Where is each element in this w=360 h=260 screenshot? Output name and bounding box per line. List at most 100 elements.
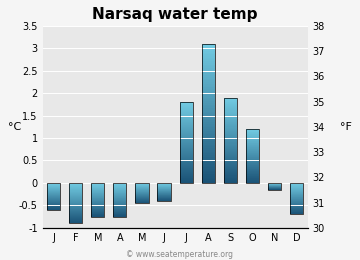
Bar <box>224 169 237 170</box>
Bar <box>47 202 60 203</box>
Bar <box>202 143 215 145</box>
Bar <box>224 140 237 141</box>
Bar <box>180 136 193 138</box>
Bar <box>91 185 104 186</box>
Bar <box>69 206 82 207</box>
Bar <box>202 129 215 131</box>
Bar <box>180 153 193 154</box>
Bar <box>224 156 237 157</box>
Bar <box>246 169 259 170</box>
Bar <box>91 189 104 190</box>
Bar <box>113 191 126 192</box>
Bar <box>224 103 237 104</box>
Bar <box>69 222 82 223</box>
Bar <box>202 148 215 150</box>
Bar <box>202 171 215 172</box>
Bar <box>47 203 60 204</box>
Bar <box>246 159 259 160</box>
Bar <box>47 194 60 195</box>
Bar <box>202 73 215 75</box>
Bar <box>202 136 215 138</box>
Bar <box>113 195 126 196</box>
Bar <box>290 199 303 200</box>
Bar <box>180 133 193 134</box>
Bar <box>202 117 215 119</box>
Bar <box>202 138 215 139</box>
Bar <box>224 114 237 115</box>
Bar <box>180 112 193 113</box>
Bar <box>202 79 215 80</box>
Bar <box>180 155 193 156</box>
Bar <box>180 128 193 129</box>
Bar <box>180 165 193 166</box>
Bar <box>202 160 215 162</box>
Bar <box>246 141 259 142</box>
Bar <box>47 208 60 209</box>
Bar <box>91 183 104 184</box>
Bar <box>180 115 193 116</box>
Bar <box>246 148 259 149</box>
Bar <box>246 176 259 177</box>
Bar <box>202 93 215 94</box>
Bar <box>69 183 82 184</box>
Bar <box>290 188 303 189</box>
Bar <box>246 177 259 178</box>
Bar <box>47 205 60 206</box>
Bar <box>224 112 237 113</box>
Bar <box>91 200 104 201</box>
Bar <box>180 147 193 148</box>
Bar <box>202 141 215 143</box>
Bar <box>224 153 237 154</box>
Bar <box>202 94 215 96</box>
Bar <box>113 213 126 214</box>
Bar <box>47 185 60 186</box>
Bar <box>290 192 303 193</box>
Bar <box>69 204 82 205</box>
Bar <box>69 197 82 198</box>
Bar <box>224 121 237 122</box>
Bar <box>202 119 215 120</box>
Bar <box>180 175 193 176</box>
Bar <box>69 208 82 209</box>
Bar <box>47 189 60 190</box>
Bar <box>290 185 303 186</box>
Bar <box>290 207 303 208</box>
Bar <box>202 146 215 148</box>
Bar <box>246 149 259 150</box>
Bar <box>202 82 215 84</box>
Bar <box>290 197 303 198</box>
Bar <box>246 153 259 154</box>
Bar <box>47 183 60 210</box>
Bar <box>47 184 60 185</box>
Bar <box>69 213 82 214</box>
Bar <box>202 77 215 79</box>
Bar <box>180 123 193 124</box>
Bar <box>113 202 126 203</box>
Bar <box>113 216 126 217</box>
Bar <box>202 108 215 110</box>
Bar <box>246 181 259 182</box>
Bar <box>202 53 215 54</box>
Bar <box>113 184 126 185</box>
Bar <box>290 203 303 204</box>
Bar <box>180 161 193 162</box>
Bar <box>246 165 259 166</box>
Bar <box>202 84 215 86</box>
Bar <box>246 151 259 152</box>
Bar <box>246 173 259 174</box>
Bar <box>202 61 215 63</box>
Bar <box>69 193 82 194</box>
Bar <box>91 212 104 213</box>
Bar <box>202 101 215 103</box>
Bar <box>290 184 303 185</box>
Bar <box>180 109 193 110</box>
Bar <box>47 207 60 208</box>
Bar <box>91 187 104 188</box>
Bar <box>202 70 215 72</box>
Bar <box>202 56 215 58</box>
Bar <box>224 110 237 112</box>
Bar <box>69 215 82 216</box>
Bar <box>69 203 82 204</box>
Bar <box>180 127 193 128</box>
Bar <box>246 154 259 155</box>
